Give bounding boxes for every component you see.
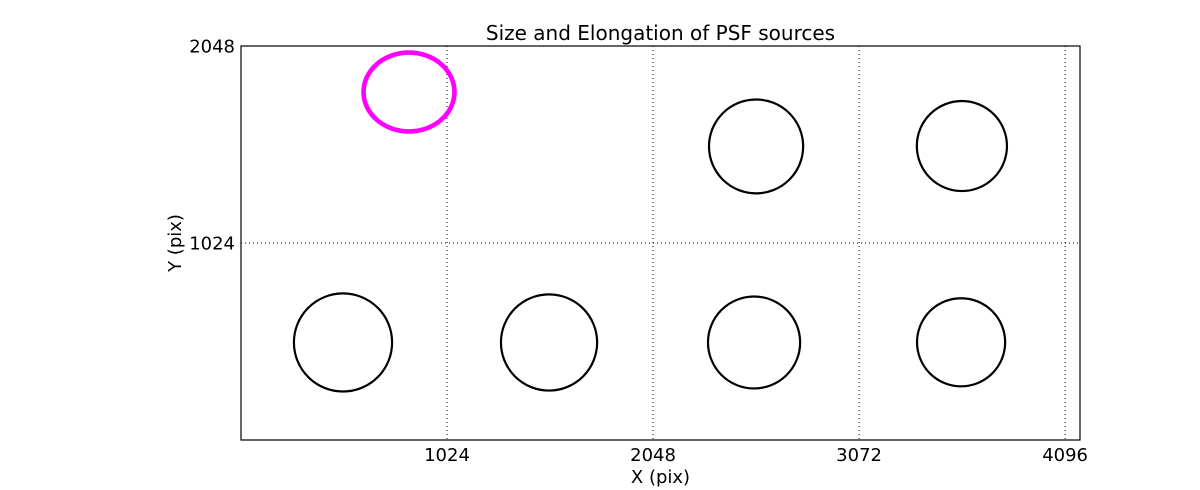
psf-source-3	[915, 297, 1007, 388]
psf-source-0	[292, 292, 394, 393]
axes-border	[240, 45, 1081, 441]
y-axis-label: Y (pix)	[165, 214, 187, 272]
psf-source-1	[499, 293, 599, 392]
x-tick-label-3072: 3072	[836, 445, 882, 466]
psf-source-5	[915, 99, 1009, 193]
x-tick-label-2048: 2048	[630, 445, 676, 466]
psf-source-2	[706, 295, 802, 390]
psf-source-4	[707, 98, 805, 195]
x-tick-label-4096: 4096	[1042, 445, 1088, 466]
x-axis-label: X (pix)	[630, 467, 691, 488]
y-tick-label-2048: 2048	[189, 37, 235, 58]
x-tick-label-1024: 1024	[424, 445, 470, 466]
y-tick-label-1024: 1024	[189, 234, 235, 255]
psf-source-highlight	[361, 50, 457, 134]
chart-title: Size and Elongation of PSF sources	[485, 21, 836, 45]
